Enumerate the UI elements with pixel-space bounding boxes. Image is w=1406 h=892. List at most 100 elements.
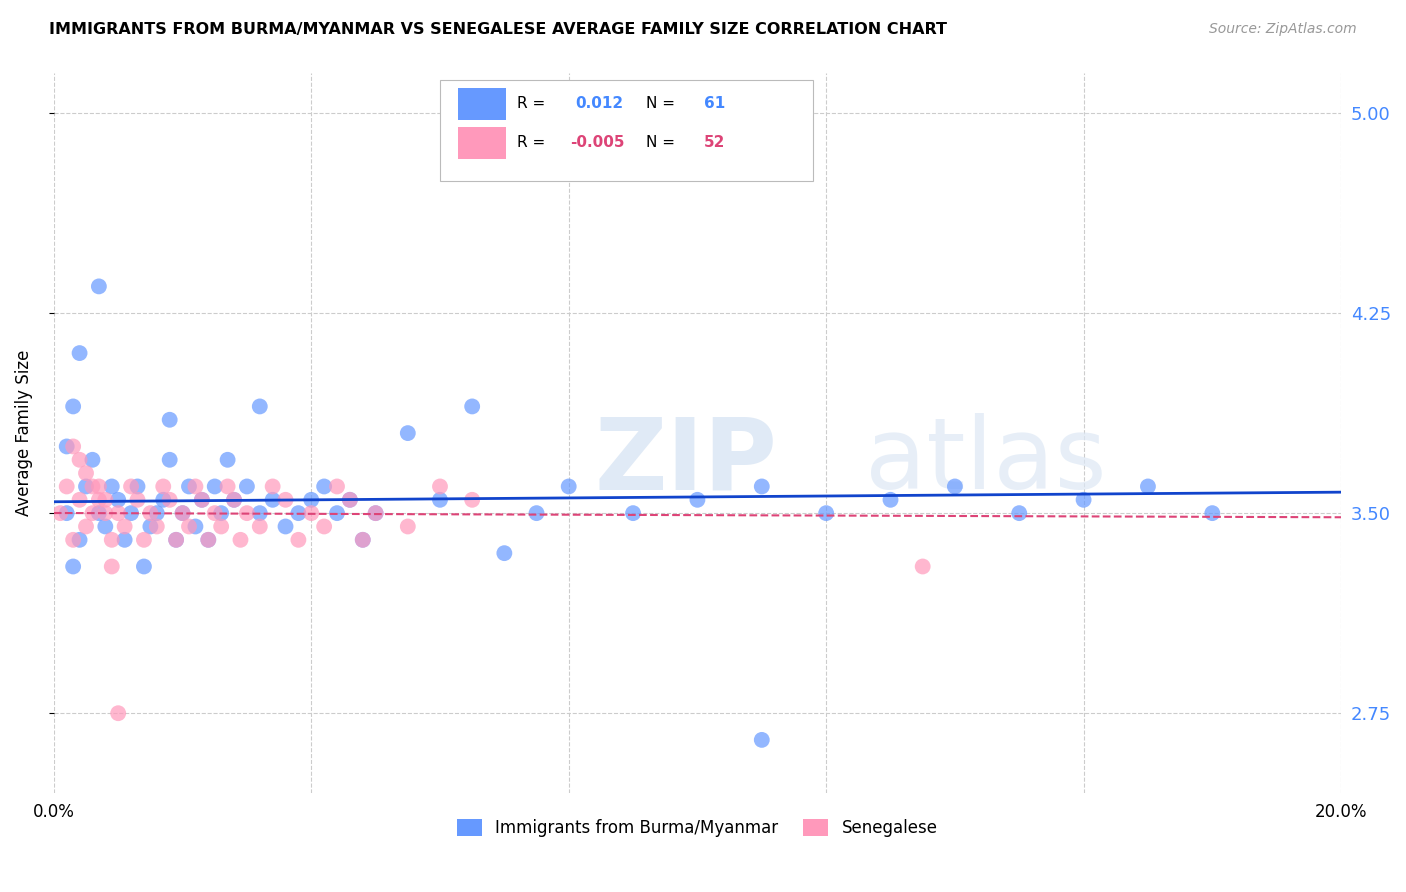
Point [94,506,117,520]
Point [217,479,239,493]
Point [184,479,207,493]
Point [165,533,187,547]
Point [299,492,322,507]
Point [1073,492,1095,507]
Point [127,492,149,507]
Point [114,533,136,547]
Point [461,400,484,414]
Text: N =: N = [645,96,681,112]
Point [82,452,104,467]
Text: IMMIGRANTS FROM BURMA/MYANMAR VS SENEGALESE AVERAGE FAMILY SIZE CORRELATION CHAR: IMMIGRANTS FROM BURMA/MYANMAR VS SENEGAL… [49,22,948,37]
Point [114,519,136,533]
Point [429,492,451,507]
Point [120,479,142,493]
Point [326,479,349,493]
Point [94,519,117,533]
Text: -0.005: -0.005 [569,136,624,151]
Point [204,479,226,493]
Point [911,559,934,574]
Text: 52: 52 [704,136,725,151]
Point [127,479,149,493]
Point [107,506,129,520]
Point [120,506,142,520]
Point [87,479,110,493]
Point [314,519,336,533]
Point [100,533,122,547]
Point [184,519,207,533]
Point [364,506,387,520]
Point [62,559,84,574]
Point [339,492,361,507]
Point [686,492,709,507]
Point [55,506,77,520]
Point [396,426,419,441]
Point [107,492,129,507]
Point [557,479,579,493]
Point [49,506,72,520]
Point [62,440,84,454]
Point [75,466,97,480]
Text: ZIP: ZIP [595,413,778,510]
FancyBboxPatch shape [458,88,506,120]
Text: R =: R = [517,96,550,112]
Point [152,492,174,507]
Point [274,519,297,533]
Text: Source: ZipAtlas.com: Source: ZipAtlas.com [1209,22,1357,37]
Point [1008,506,1031,520]
Text: 61: 61 [704,96,725,112]
Point [75,519,97,533]
Point [172,506,194,520]
Point [69,452,91,467]
Point [879,492,901,507]
Point [75,479,97,493]
Point [526,506,548,520]
Point [236,479,259,493]
Point [314,479,336,493]
Point [299,506,322,520]
Point [172,506,194,520]
Point [146,519,169,533]
Point [191,492,214,507]
Point [139,506,162,520]
Point [274,492,297,507]
Point [249,400,271,414]
Point [751,479,773,493]
Point [249,519,271,533]
Point [621,506,644,520]
Point [94,492,117,507]
Point [165,533,187,547]
Point [1201,506,1223,520]
Point [55,479,77,493]
Point [815,506,838,520]
Point [262,492,284,507]
Point [751,732,773,747]
Point [364,506,387,520]
Point [249,506,271,520]
Point [204,506,226,520]
Point [222,492,245,507]
Point [197,533,219,547]
Point [107,706,129,721]
Point [55,440,77,454]
Point [461,492,484,507]
Text: atlas: atlas [865,413,1107,510]
Text: R =: R = [517,136,550,151]
Point [100,479,122,493]
Point [429,479,451,493]
Point [396,519,419,533]
Legend: Immigrants from Burma/Myanmar, Senegalese: Immigrants from Burma/Myanmar, Senegales… [450,812,945,844]
Point [217,452,239,467]
Point [159,413,181,427]
Point [191,492,214,507]
Point [177,519,200,533]
Point [222,492,245,507]
Point [87,492,110,507]
Point [87,279,110,293]
Text: N =: N = [645,136,681,151]
FancyBboxPatch shape [440,80,813,181]
Point [62,533,84,547]
Point [209,506,232,520]
Point [352,533,374,547]
Point [494,546,516,560]
Point [69,492,91,507]
